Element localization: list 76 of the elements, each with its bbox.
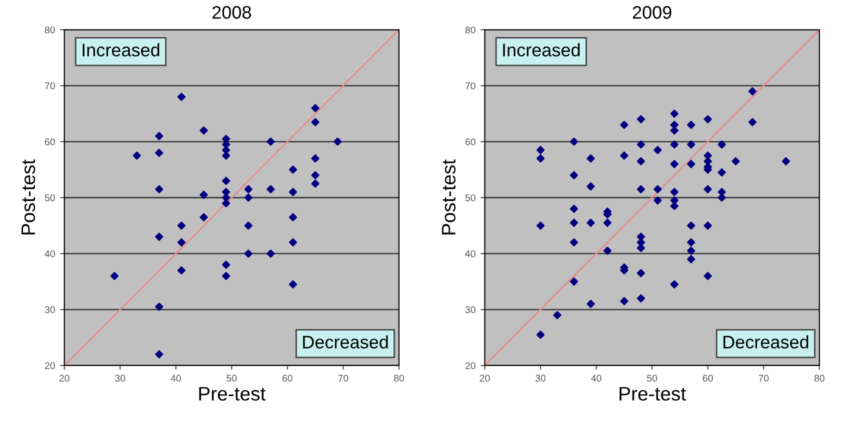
x-tick-label: 70 <box>758 374 769 382</box>
point <box>155 350 164 358</box>
x-tick-label: 70 <box>338 374 348 382</box>
point <box>311 171 320 180</box>
point <box>155 132 164 140</box>
point <box>288 188 298 196</box>
point <box>155 232 164 241</box>
y-tick-label: 50 <box>465 194 476 202</box>
point <box>155 148 164 157</box>
y-tick-label: 60 <box>465 138 476 146</box>
y-tick-label: 30 <box>44 306 55 314</box>
point <box>177 266 186 274</box>
point <box>177 92 186 101</box>
point <box>110 272 119 280</box>
x-tick-label: 60 <box>702 374 713 382</box>
x-tick-label: 60 <box>282 374 292 382</box>
point <box>311 180 320 188</box>
point <box>288 166 298 174</box>
y-tick-label: 40 <box>465 250 476 258</box>
point <box>311 104 320 112</box>
x-tick-label: 80 <box>814 374 824 382</box>
point <box>311 118 320 126</box>
point <box>288 280 298 288</box>
point <box>244 222 252 230</box>
chart-title: 2009 <box>632 6 672 19</box>
x-axis-title: Pre-test <box>199 387 266 401</box>
point <box>266 138 275 146</box>
point <box>222 272 230 280</box>
point <box>244 249 252 258</box>
point <box>200 190 208 199</box>
point <box>311 154 320 163</box>
point <box>200 126 208 135</box>
point <box>288 213 298 222</box>
y-axis-title: Post-test <box>442 159 456 234</box>
y-tick-label: 20 <box>45 362 55 370</box>
point <box>155 185 164 194</box>
point <box>266 249 275 258</box>
point <box>222 199 230 208</box>
y-tick-label: 80 <box>465 26 476 34</box>
x-tick-label: 20 <box>480 374 490 382</box>
y-tick-label: 70 <box>45 82 55 90</box>
x-tick-label: 40 <box>170 374 181 382</box>
x-tick-label: 50 <box>647 374 658 382</box>
annotation: Increased <box>82 43 160 56</box>
annotation: Increased <box>503 43 580 56</box>
annotation: Decreased <box>303 335 388 348</box>
point <box>222 152 230 160</box>
y-tick-label: 40 <box>44 250 55 258</box>
y-tick-label: 50 <box>44 194 55 202</box>
point <box>244 194 252 202</box>
annotation: Decreased <box>724 335 808 348</box>
y-tick-label: 20 <box>465 362 476 370</box>
point <box>334 138 342 146</box>
chart-title: 2008 <box>212 6 251 19</box>
y-tick-label: 70 <box>465 82 476 90</box>
point <box>200 213 208 222</box>
x-tick-label: 80 <box>394 374 404 382</box>
point <box>266 185 275 194</box>
x-tick-label: 30 <box>536 374 546 382</box>
y-tick-label: 60 <box>45 138 55 146</box>
point <box>177 222 186 230</box>
point <box>288 238 298 246</box>
x-tick-label: 20 <box>59 374 70 382</box>
point <box>222 176 230 185</box>
x-tick-label: 30 <box>115 374 126 382</box>
y-axis-title: Post-test <box>22 159 36 234</box>
point <box>222 260 230 269</box>
x-tick-label: 40 <box>591 374 602 382</box>
y-tick-label: 30 <box>465 306 476 314</box>
point <box>132 152 141 160</box>
x-tick-label: 50 <box>226 374 237 382</box>
point <box>244 185 252 194</box>
point <box>155 302 164 311</box>
y-tick-label: 80 <box>44 26 55 34</box>
x-axis-title: Pre-test <box>620 387 686 401</box>
point <box>177 238 186 246</box>
